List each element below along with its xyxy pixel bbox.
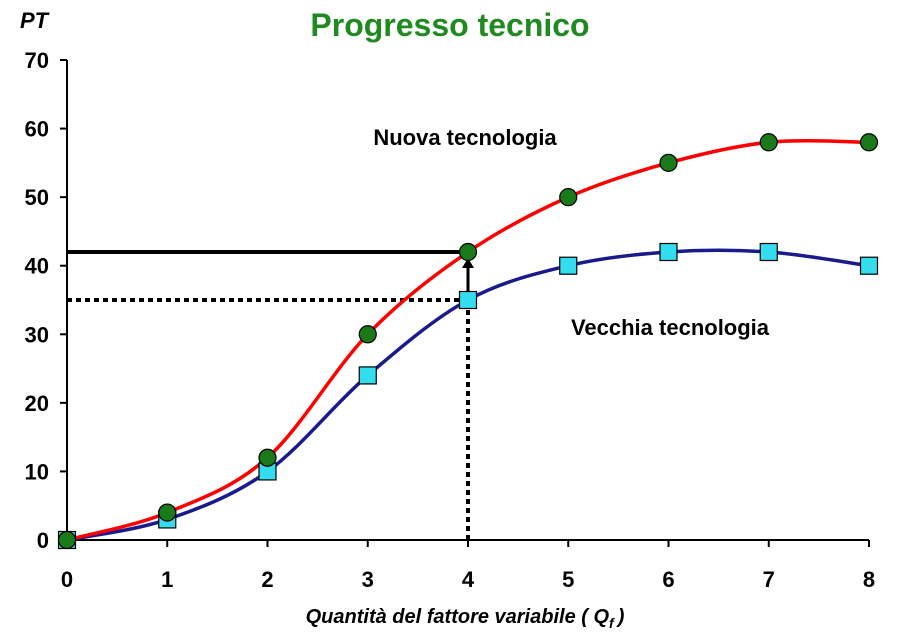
data-point-vecchia (759, 242, 778, 262)
data-point-nuova (759, 133, 778, 152)
y-tick-label: 50 (25, 185, 49, 210)
y-tick-label: 70 (25, 48, 49, 73)
x-tick-label: 2 (261, 567, 273, 592)
data-point-nuova (57, 530, 77, 550)
data-point-nuova (458, 242, 478, 262)
x-tick-label: 3 (362, 567, 374, 592)
data-point-vecchia (358, 366, 377, 385)
data-point-nuova (158, 503, 177, 522)
y-tick-label: 30 (25, 322, 49, 347)
data-point-vecchia (458, 290, 478, 310)
data-point-vecchia (859, 256, 879, 275)
series-label-nuova: Nuova tecnologia (373, 125, 557, 150)
data-point-nuova (859, 133, 879, 152)
x-axis-title-main: Quantità del fattore variabile ( Q (306, 606, 610, 628)
shift-arrow-head (462, 258, 474, 268)
x-tick-label: 1 (161, 567, 173, 592)
chart-title: Progresso tecnico (310, 7, 589, 43)
x-axis-title-sub: f (609, 615, 615, 631)
y-tick-label: 10 (25, 459, 49, 484)
x-tick-label: 8 (863, 567, 875, 592)
data-point-vecchia (659, 242, 678, 262)
guide-lines (67, 250, 474, 540)
x-axis-title-end: ) (616, 606, 625, 628)
y-tick-label: 60 (25, 117, 49, 142)
data-point-nuova (659, 153, 678, 172)
x-tick-label: 7 (763, 567, 775, 592)
y-axis-title: PT (20, 8, 50, 33)
x-tick-label: 5 (562, 567, 574, 592)
data-point-nuova (258, 448, 277, 467)
data-point-vecchia (559, 256, 578, 275)
data-point-nuova (358, 325, 377, 344)
x-axis-title: Quantità del fattore variabile ( Qf) (306, 606, 625, 631)
y-tick-label: 40 (25, 254, 49, 279)
y-tick-label: 0 (37, 528, 49, 553)
x-tick-label: 4 (462, 567, 475, 592)
axes: 0 10 20 30 40 50 60 70 0 1 2 3 4 5 6 7 8 (25, 48, 876, 592)
y-tick-label: 20 (25, 391, 49, 416)
series-label-vecchia: Vecchia tecnologia (571, 315, 770, 340)
data-point-nuova (559, 188, 578, 207)
x-tick-label: 0 (61, 567, 73, 592)
series-markers (57, 133, 879, 550)
x-tick-label: 6 (662, 567, 674, 592)
